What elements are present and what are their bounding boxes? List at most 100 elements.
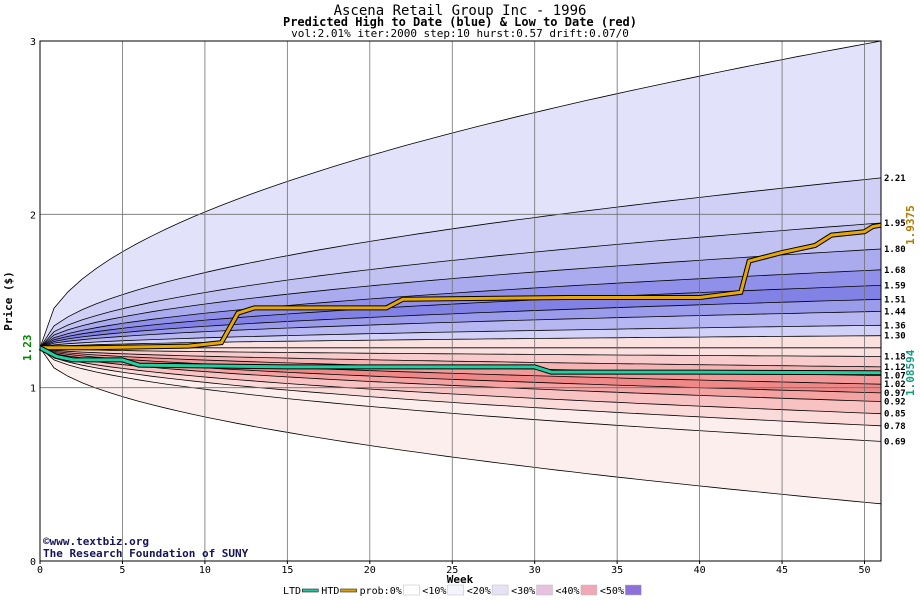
percentile-end-label: 0.78: [884, 422, 906, 432]
y-tick-label: 3: [30, 37, 36, 48]
percentile-end-labels: 2.21 1.95 1.80 1.68 1.59 1.51 1.44 1.361.30 1.18…: [884, 174, 906, 447]
percentile-line: [40, 41, 881, 348]
percentile-end-label: 0.85: [884, 410, 906, 420]
y-axis-label: Price ($): [2, 271, 15, 331]
htd-path: [40, 223, 882, 350]
y-axis-ticks: 0 1 2 3: [30, 37, 36, 568]
percentile-line: [40, 248, 881, 349]
ltd-path: [39, 346, 882, 375]
percentile-end-label: 1.95: [884, 219, 906, 229]
percentile-line: [40, 177, 881, 349]
percentile-line: [40, 347, 881, 368]
percentile-end-label: 0.69: [884, 437, 906, 447]
percentile-end-label: 2.21: [884, 174, 906, 184]
legend-label: HTD: [321, 586, 339, 597]
percentile-line: [40, 311, 881, 349]
percentile-end-label: 1.68: [884, 266, 906, 276]
legend-label: LTD: [283, 586, 301, 597]
legend-label: <50%: [600, 586, 624, 597]
percentile-end-label: 1.51: [884, 295, 906, 305]
x-tick-label: 40: [694, 565, 706, 576]
legend-line-swatch: [302, 588, 319, 593]
x-axis-label: Week: [447, 573, 474, 586]
percentile-end-label: 1.12: [884, 363, 906, 373]
x-axis-ticks: 0 5 10 15 20 25 30 35 40 45 50: [37, 561, 871, 576]
prob-band: [40, 347, 881, 504]
percentile-line: [40, 324, 881, 349]
legend-label: <20%: [467, 586, 491, 597]
x-tick-label: 30: [529, 565, 541, 576]
legend-label: <10%: [422, 586, 446, 597]
x-tick-label: 15: [281, 565, 293, 576]
y-tick-label: 1: [30, 384, 36, 395]
prob-band: [40, 347, 881, 402]
percentile-end-label: 1.02: [884, 380, 906, 390]
percentile-end-label: 1.30: [884, 332, 906, 342]
htd-final-label: 1.9375: [904, 205, 917, 245]
y-tick-label: 0: [30, 557, 36, 568]
simulation-params: vol:2.01% iter:2000 step:10 hurst:0.57 d…: [291, 27, 629, 40]
legend-label: <30%: [511, 586, 535, 597]
prob-band: [40, 347, 881, 414]
prob-band: [40, 311, 881, 348]
percentile-end-label: 1.44: [884, 307, 906, 317]
prob-band: [40, 299, 881, 348]
legend-label: <40%: [556, 586, 580, 597]
legend: LTD HTD prob:0% <10% <20% <30% <40% <50%: [283, 584, 642, 597]
probability-bands: [40, 41, 881, 504]
prob-band: [40, 347, 881, 367]
percentile-line: [40, 269, 881, 349]
legend-label: prob:0%: [360, 586, 402, 597]
percentile-end-label: 0.97: [884, 389, 906, 399]
percentile-line: [40, 335, 881, 349]
percentile-line: [40, 347, 881, 415]
legend-line-swatch: [340, 588, 357, 593]
percentile-line: [40, 347, 881, 402]
percentile-end-label: 1.07: [884, 372, 906, 382]
percentile-line: [40, 347, 881, 427]
percentile-end-label: 1.36: [884, 321, 906, 331]
chart-title: Ascena Retail Group Inc - 1996: [334, 3, 587, 19]
ltd-final-label: 1.08594: [904, 349, 917, 396]
percentile-end-label: 0.92: [884, 398, 906, 408]
legend-color-swatch: [625, 584, 642, 596]
y-tick-label: 2: [30, 210, 36, 221]
prob-band: [40, 223, 881, 348]
htd-ltd-paths: [38, 222, 882, 376]
percentile-line: [40, 347, 881, 357]
chart-subtitle: Predicted High to Date (blue) & Low to D…: [283, 15, 637, 29]
credit-website: ©www.textbiz.org: [43, 535, 149, 548]
prob-band: [40, 347, 881, 442]
legend-color-swatch: [403, 584, 420, 596]
prob-band: [40, 347, 881, 426]
percentile-line: [40, 347, 881, 385]
percentile-line: [40, 347, 881, 442]
percentile-end-label: 1.59: [884, 281, 906, 291]
plot-frame: [39, 40, 882, 562]
x-tick-label: 35: [611, 565, 623, 576]
credit-org: The Research Foundation of SUNY: [43, 547, 249, 560]
x-tick-label: 0: [37, 565, 43, 576]
prob-band: [40, 41, 881, 348]
prob-band: [40, 249, 881, 348]
x-tick-label: 25: [446, 565, 458, 576]
start-price-label: 1.23: [21, 335, 34, 362]
percentile-lines: [40, 41, 881, 505]
prob-band: [40, 269, 881, 348]
prob-band: [40, 347, 881, 385]
x-tick-label: 20: [364, 565, 376, 576]
grid-lines: [40, 41, 881, 561]
x-tick-label: 50: [858, 565, 870, 576]
percentile-end-label: 1.18: [884, 352, 906, 362]
legend-color-swatch: [580, 584, 598, 596]
prob-band: [40, 177, 881, 348]
prob-band: [40, 325, 881, 348]
legend-color-swatch: [447, 584, 464, 596]
percentile-end-label: 1.80: [884, 245, 906, 255]
percentile-line: [40, 347, 881, 505]
prob-band: [40, 347, 881, 393]
percentile-line: [40, 298, 881, 349]
percentile-line: [40, 222, 881, 349]
x-tick-label: 10: [199, 565, 211, 576]
